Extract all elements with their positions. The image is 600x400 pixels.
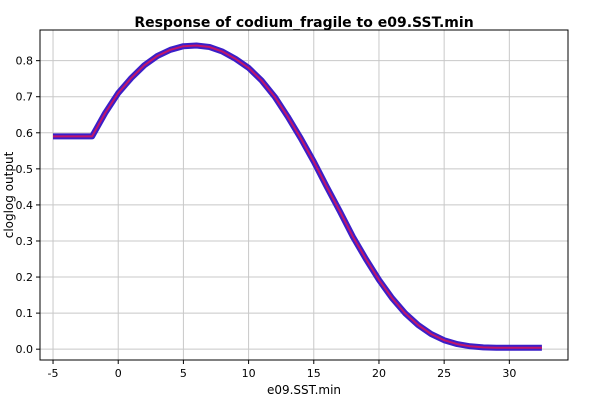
x-tick-label: 5	[180, 367, 187, 380]
x-tick-label: 10	[242, 367, 256, 380]
y-tick-label: 0.5	[16, 163, 34, 176]
y-tick-label: 0.6	[16, 127, 34, 140]
x-axis-label: e09.SST.min	[267, 383, 341, 397]
y-tick-label: 0.4	[16, 199, 34, 212]
plot-frame	[39, 29, 569, 361]
x-tick-label: 25	[437, 367, 451, 380]
series-layer	[53, 44, 542, 349]
y-axis-label: cloglog output	[2, 151, 16, 238]
x-tick-label: 30	[502, 367, 516, 380]
x-tick-label: 20	[372, 367, 386, 380]
x-tick-label: -5	[48, 367, 59, 380]
grid	[40, 30, 568, 360]
y-tick-label: 0.2	[16, 271, 34, 284]
y-tick-label: 0.3	[16, 235, 34, 248]
x-tick-label: 15	[307, 367, 321, 380]
chart-title: Response of codium_fragile to e09.SST.mi…	[134, 15, 473, 31]
y-tick-label: 0.7	[16, 91, 34, 104]
x-tick-label: 0	[115, 367, 122, 380]
ticks: -5 0 5 10 15 20 25 30 0.0 0.1 0.2 0.3 0.4 0.5 0.6 0.7 0.…	[16, 55, 517, 380]
series-line	[53, 44, 542, 349]
y-tick-label: 0.1	[16, 307, 34, 320]
y-tick-label: 0.8	[16, 55, 34, 68]
y-tick-label: 0.0	[16, 343, 34, 356]
